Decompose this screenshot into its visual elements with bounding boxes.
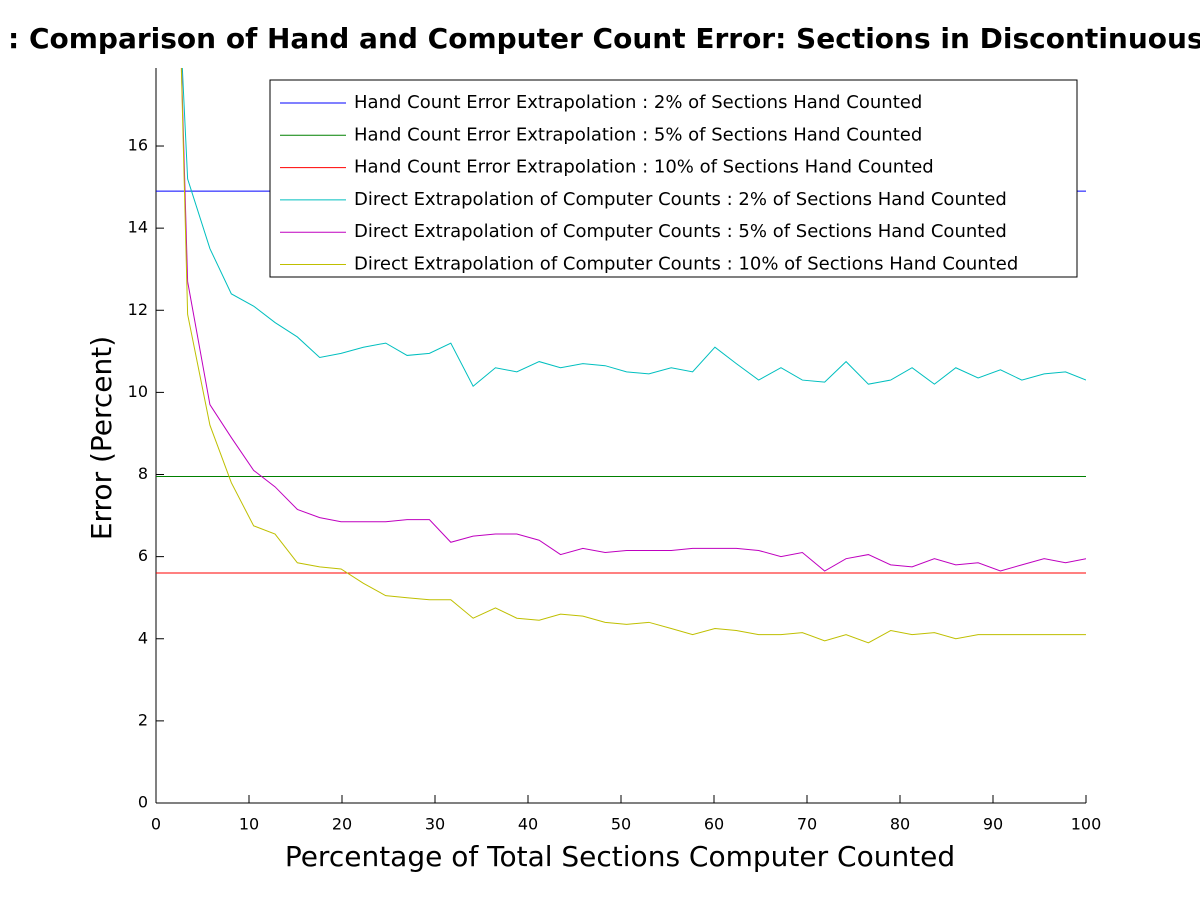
- legend-label: Direct Extrapolation of Computer Counts …: [354, 189, 1007, 210]
- y-tick-label: 14: [128, 218, 148, 237]
- y-tick-label: 10: [128, 382, 148, 401]
- y-tick-label: 8: [138, 464, 148, 483]
- x-tick-label: 100: [1071, 815, 1102, 834]
- legend-label: Hand Count Error Extrapolation : 2% of S…: [354, 92, 922, 113]
- series-line: [181, 68, 1086, 388]
- y-tick-label: 6: [138, 546, 148, 565]
- x-tick-label: 40: [518, 815, 538, 834]
- y-tick-label: 2: [138, 710, 148, 729]
- y-tick-label: 16: [128, 136, 148, 155]
- series-line: [180, 68, 1086, 644]
- x-tick-label: 60: [704, 815, 724, 834]
- x-tick-label: 50: [611, 815, 631, 834]
- legend-label: Hand Count Error Extrapolation : 10% of …: [354, 157, 934, 178]
- legend: [269, 79, 1078, 278]
- y-tick-label: 12: [128, 300, 148, 319]
- y-tick-label: 0: [138, 793, 148, 812]
- legend-label: Direct Extrapolation of Computer Counts …: [354, 254, 1018, 275]
- x-tick-label: 0: [151, 815, 161, 834]
- x-tick-label: 20: [332, 815, 352, 834]
- x-axis-label: Percentage of Total Sections Computer Co…: [285, 840, 955, 873]
- y-axis-label: Error (Percent): [85, 336, 118, 540]
- x-tick-label: 30: [425, 815, 445, 834]
- x-tick-label: 10: [239, 815, 259, 834]
- chart-title: : Comparison of Hand and Computer Count …: [8, 22, 1200, 55]
- x-tick-label: 90: [983, 815, 1003, 834]
- legend-label: Hand Count Error Extrapolation : 5% of S…: [354, 124, 922, 145]
- y-tick-label: 4: [138, 628, 148, 647]
- series-line: [180, 68, 1086, 572]
- x-tick-label: 80: [890, 815, 910, 834]
- legend-label: Direct Extrapolation of Computer Counts …: [354, 221, 1007, 242]
- x-tick-label: 70: [797, 815, 817, 834]
